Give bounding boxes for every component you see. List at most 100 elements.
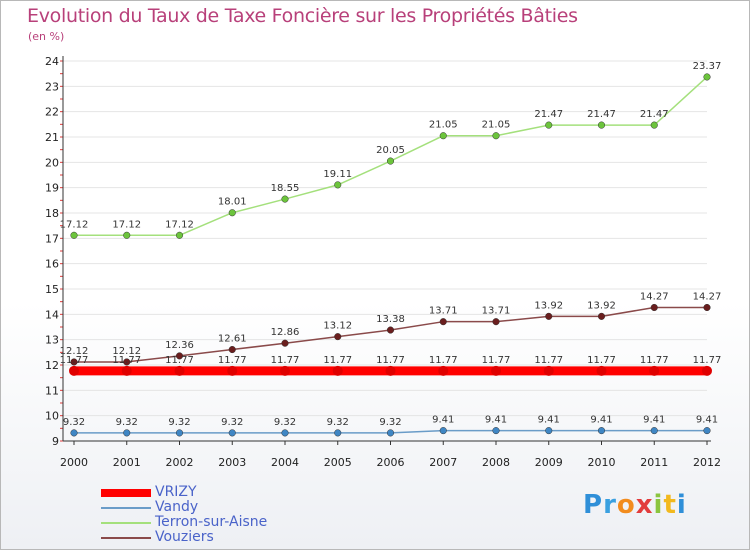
x-tick-label: 2008 bbox=[482, 456, 510, 469]
logo-letter: r bbox=[603, 490, 617, 520]
data-point bbox=[649, 365, 660, 376]
x-tick-label: 2002 bbox=[166, 456, 194, 469]
logo-letter: i bbox=[653, 490, 664, 520]
data-point bbox=[332, 365, 343, 376]
data-point bbox=[175, 231, 184, 239]
x-tick-label: 2007 bbox=[429, 456, 457, 469]
data-label: 11.77 bbox=[271, 355, 300, 366]
data-point bbox=[70, 358, 78, 366]
data-point bbox=[334, 181, 342, 189]
y-tick-label: 17 bbox=[45, 232, 59, 245]
data-point bbox=[123, 429, 131, 437]
data-label: 9.41 bbox=[538, 415, 560, 426]
x-tick-label: 2000 bbox=[60, 456, 88, 469]
data-label: 9.32 bbox=[116, 417, 138, 428]
y-tick-label: 13 bbox=[45, 334, 59, 347]
data-label: 11.77 bbox=[534, 355, 563, 366]
data-point bbox=[702, 365, 712, 376]
data-label: 11.77 bbox=[587, 355, 616, 366]
legend-swatch bbox=[101, 537, 151, 539]
data-label: 11.77 bbox=[640, 355, 669, 366]
data-label: 17.12 bbox=[165, 219, 194, 230]
x-tick-label: 2001 bbox=[113, 456, 141, 469]
data-point bbox=[545, 121, 553, 129]
x-tick-label: 2011 bbox=[640, 456, 668, 469]
data-label: 11.77 bbox=[482, 355, 511, 366]
series-layer bbox=[69, 73, 712, 437]
data-point bbox=[334, 429, 342, 437]
logo-letter: x bbox=[635, 490, 654, 520]
data-point bbox=[438, 365, 449, 376]
legend-label: Vandy bbox=[155, 499, 199, 515]
data-label: 11.77 bbox=[376, 355, 405, 366]
y-tick-label: 12 bbox=[45, 359, 59, 372]
logo-letter: o bbox=[616, 490, 636, 520]
legend-swatch bbox=[101, 522, 151, 524]
data-label: 11.77 bbox=[60, 355, 89, 366]
x-tick-label: 2010 bbox=[588, 456, 616, 469]
y-tick-label: 22 bbox=[45, 106, 59, 119]
legend-item: VRIZY bbox=[101, 484, 401, 501]
y-tick-label: 18 bbox=[45, 207, 59, 220]
data-label: 19.11 bbox=[323, 169, 352, 180]
data-label: 9.41 bbox=[485, 415, 507, 426]
legend-swatch bbox=[101, 489, 151, 497]
data-point bbox=[703, 73, 711, 81]
data-label: 9.32 bbox=[168, 417, 190, 428]
data-point bbox=[334, 333, 342, 341]
data-label: 12.86 bbox=[271, 327, 300, 338]
data-point bbox=[123, 358, 131, 366]
axis-layer: 9 10 11 12 13 14 15 16 17 18 19 20 21 22 23 24 2000 2001 2… bbox=[45, 55, 721, 469]
data-label: 13.12 bbox=[323, 321, 352, 332]
data-point bbox=[492, 132, 500, 140]
data-point bbox=[545, 312, 553, 320]
data-label: 14.27 bbox=[693, 291, 722, 302]
data-label: 12.12 bbox=[112, 346, 141, 357]
legend-item: Vandy bbox=[101, 499, 401, 516]
data-label: 17.12 bbox=[60, 219, 89, 230]
legend-swatch bbox=[101, 507, 151, 509]
y-tick-label: 16 bbox=[45, 258, 59, 271]
data-label: 13.92 bbox=[534, 300, 563, 311]
data-label: 21.05 bbox=[482, 120, 511, 131]
data-point bbox=[281, 195, 289, 203]
unit-label: (en %) bbox=[28, 30, 65, 43]
data-point bbox=[70, 429, 78, 437]
data-point bbox=[386, 326, 395, 334]
data-label: 13.71 bbox=[429, 306, 458, 317]
data-point bbox=[385, 365, 396, 376]
y-tick-label: 23 bbox=[45, 80, 59, 93]
data-point bbox=[228, 345, 236, 354]
data-point bbox=[650, 303, 658, 312]
x-tick-label: 2012 bbox=[693, 456, 721, 469]
x-tick-label: 2003 bbox=[218, 456, 246, 469]
x-tick-label: 2004 bbox=[271, 456, 299, 469]
y-tick-label: 20 bbox=[45, 156, 59, 169]
data-label: 20.05 bbox=[376, 145, 405, 156]
y-tick-label: 24 bbox=[45, 55, 59, 68]
logo-letter: i bbox=[676, 490, 687, 520]
data-label: 14.27 bbox=[640, 291, 669, 302]
y-tick-label: 10 bbox=[45, 410, 59, 423]
logo-letter: P bbox=[583, 490, 604, 520]
data-point bbox=[597, 312, 606, 320]
data-point bbox=[123, 231, 131, 239]
data-label: 21.05 bbox=[429, 120, 458, 131]
data-label: 17.12 bbox=[112, 219, 141, 230]
data-point bbox=[386, 429, 395, 437]
data-label: 11.77 bbox=[693, 355, 722, 366]
data-label: 23.37 bbox=[693, 61, 722, 72]
data-point bbox=[69, 365, 79, 376]
data-point bbox=[597, 121, 606, 129]
data-point bbox=[228, 209, 236, 217]
logo-letter: t bbox=[663, 490, 677, 520]
y-tick-label: 19 bbox=[45, 182, 59, 195]
data-point bbox=[228, 429, 236, 437]
data-point bbox=[650, 427, 658, 435]
data-point bbox=[281, 429, 289, 437]
data-label: 13.92 bbox=[587, 300, 616, 311]
data-label: 21.47 bbox=[640, 109, 669, 120]
data-point bbox=[492, 427, 500, 435]
